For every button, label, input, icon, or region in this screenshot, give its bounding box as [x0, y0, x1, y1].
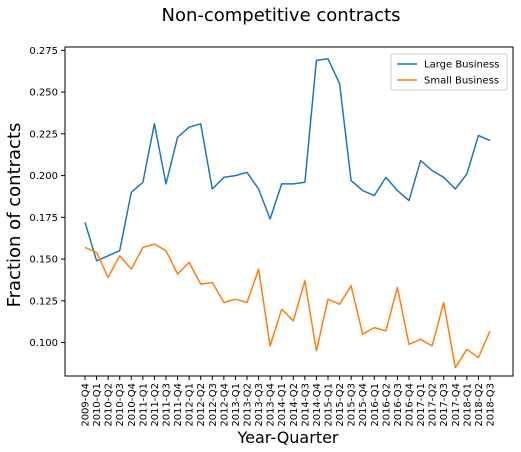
legend-label: Small Business [424, 76, 499, 87]
y-tick-label: 0.250 [29, 88, 58, 99]
chart-title: Non-competitive contracts [161, 5, 400, 26]
series-lines [84, 57, 491, 369]
x-tick-label: 2016-Q2 [381, 383, 392, 427]
x-tick-label: 2016-Q4 [405, 383, 416, 427]
x-tick-label: 2017-Q2 [428, 383, 439, 427]
x-tick-label: 2011-Q2 [150, 383, 161, 427]
x-tick-label: 2014-Q3 [300, 383, 311, 427]
x-tick-label: 2018-Q3 [486, 383, 497, 427]
y-axis: 0.100 0.125 0.150 0.175 0.200 0.225 0.250 0.275 [29, 46, 65, 349]
x-tick-label: 2009-Q4 [81, 383, 92, 427]
legend: Large Business Small Business [390, 53, 508, 91]
x-tick-label: 2010-Q2 [104, 383, 115, 427]
x-tick-label: 2017-Q3 [439, 383, 450, 427]
x-tick-label: 2013-Q1 [231, 383, 242, 427]
y-tick-label: 0.275 [29, 46, 58, 57]
x-tick-label: 2011-Q4 [173, 383, 184, 427]
y-tick-label: 0.225 [29, 129, 58, 140]
x-tick-label: 2013-Q4 [266, 383, 277, 427]
x-tick-label: 2018-Q1 [462, 383, 473, 427]
y-axis-label: Fraction of contracts [4, 123, 25, 308]
y-tick-label: 0.100 [29, 338, 58, 349]
x-tick-label: 2014-Q1 [277, 383, 288, 427]
x-tick-label: 2016-Q1 [370, 383, 381, 427]
x-tick-label: 2015-Q4 [358, 383, 369, 427]
x-tick-label: 2013-Q3 [254, 383, 265, 427]
x-tick-label: 2017-Q1 [416, 383, 427, 427]
series-line-small-business [84, 243, 491, 369]
x-tick-label: 2016-Q3 [393, 383, 404, 427]
x-tick-label: 2015-Q1 [324, 383, 335, 427]
legend-box [390, 53, 508, 91]
x-tick-label: 2015-Q2 [335, 383, 346, 427]
x-tick-label: 2014-Q2 [289, 383, 300, 427]
x-tick-label: 2018-Q2 [474, 383, 485, 427]
x-tick-label: 2011-Q1 [138, 383, 149, 427]
x-tick-label: 2015-Q3 [347, 383, 358, 427]
x-tick-label: 2012-Q2 [196, 383, 207, 427]
x-tick-label: 2017-Q4 [451, 383, 462, 427]
x-axis-label: Year-Quarter [236, 428, 338, 447]
x-tick-label: 2013-Q2 [243, 383, 254, 427]
y-tick-label: 0.200 [29, 171, 58, 182]
x-tick-label: 2012-Q1 [185, 383, 196, 427]
x-axis: 2009-Q4 2010-Q1 2010-Q2 2010-Q3 2010-Q4 2011-… [81, 376, 497, 427]
series-line-large-business [84, 57, 491, 262]
x-tick-label: 2012-Q4 [219, 383, 230, 427]
x-tick-label: 2012-Q3 [208, 383, 219, 427]
x-tick-label: 2010-Q4 [127, 383, 138, 427]
x-tick-label: 2010-Q3 [115, 383, 126, 427]
x-tick-label: 2011-Q3 [162, 383, 173, 427]
y-tick-label: 0.175 [29, 213, 58, 224]
plot-area [64, 46, 514, 377]
y-tick-label: 0.125 [29, 296, 58, 307]
x-tick-label: 2014-Q4 [312, 383, 323, 427]
y-tick-label: 0.150 [29, 255, 58, 266]
x-tick-label: 2010-Q1 [92, 383, 103, 427]
legend-label: Large Business [424, 60, 499, 71]
